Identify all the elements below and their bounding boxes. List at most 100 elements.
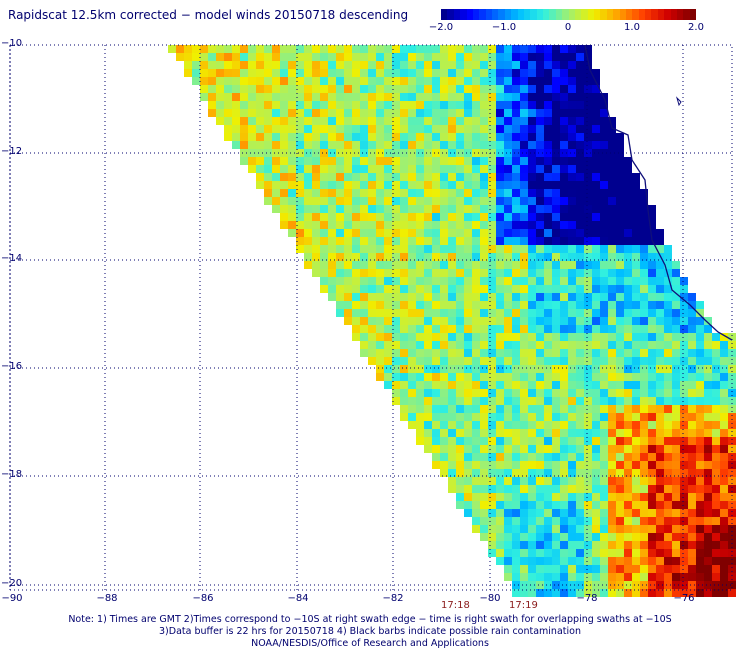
- wind-diff-cell: [496, 317, 504, 325]
- wind-diff-cell: [296, 221, 304, 229]
- wind-diff-cell: [416, 221, 424, 229]
- wind-diff-cell: [552, 173, 560, 181]
- wind-diff-cell: [424, 365, 432, 373]
- wind-diff-cell: [688, 557, 696, 565]
- colorbar-tick-label: −1.0: [491, 22, 517, 33]
- wind-diff-cell: [280, 213, 288, 221]
- wind-diff-cell: [504, 517, 512, 525]
- wind-diff-cell: [720, 469, 728, 477]
- wind-diff-cell: [664, 333, 672, 341]
- wind-diff-cell: [488, 181, 496, 189]
- wind-diff-cell: [432, 197, 440, 205]
- wind-diff-cell: [304, 45, 312, 53]
- wind-diff-cell: [696, 453, 704, 461]
- wind-diff-cell: [320, 277, 328, 285]
- wind-diff-cell: [384, 317, 392, 325]
- wind-diff-cell: [392, 149, 400, 157]
- wind-diff-cell: [528, 181, 536, 189]
- wind-diff-cell: [624, 373, 632, 381]
- wind-diff-cell: [624, 197, 632, 205]
- wind-diff-cell: [576, 205, 584, 213]
- wind-diff-cell: [408, 205, 416, 213]
- wind-diff-cell: [504, 229, 512, 237]
- wind-diff-cell: [592, 445, 600, 453]
- wind-diff-cell: [392, 61, 400, 69]
- wind-diff-cell: [608, 365, 616, 373]
- wind-diff-cell: [544, 93, 552, 101]
- wind-diff-cell: [656, 421, 664, 429]
- wind-diff-cell: [440, 341, 448, 349]
- wind-diff-cell: [512, 173, 520, 181]
- wind-diff-cell: [560, 53, 568, 61]
- wind-diff-cell: [568, 69, 576, 77]
- wind-diff-cell: [448, 229, 456, 237]
- wind-diff-cell: [456, 445, 464, 453]
- wind-diff-cell: [584, 373, 592, 381]
- wind-diff-cell: [392, 349, 400, 357]
- wind-diff-cell: [424, 69, 432, 77]
- wind-diff-cell: [360, 165, 368, 173]
- wind-diff-cell: [480, 213, 488, 221]
- wind-diff-cell: [536, 509, 544, 517]
- wind-diff-cell: [392, 77, 400, 85]
- wind-diff-cell: [640, 349, 648, 357]
- wind-diff-cell: [384, 181, 392, 189]
- wind-diff-cell: [664, 301, 672, 309]
- wind-diff-cell: [536, 85, 544, 93]
- wind-diff-cell: [544, 53, 552, 61]
- wind-diff-cell: [648, 373, 656, 381]
- wind-diff-cell: [640, 397, 648, 405]
- wind-diff-cell: [376, 333, 384, 341]
- wind-diff-cell: [608, 549, 616, 557]
- colorbar-segment: [568, 9, 575, 20]
- wind-diff-cell: [528, 557, 536, 565]
- wind-diff-cell: [424, 133, 432, 141]
- wind-diff-cell: [696, 437, 704, 445]
- wind-diff-cell: [528, 341, 536, 349]
- wind-diff-cell: [536, 77, 544, 85]
- wind-diff-cell: [272, 109, 280, 117]
- wind-diff-cell: [352, 93, 360, 101]
- wind-diff-cell: [256, 45, 264, 53]
- wind-diff-cell: [488, 421, 496, 429]
- wind-diff-cell: [408, 389, 416, 397]
- wind-diff-cell: [376, 125, 384, 133]
- wind-diff-cell: [200, 45, 208, 53]
- wind-diff-cell: [480, 237, 488, 245]
- wind-diff-cell: [536, 261, 544, 269]
- wind-diff-cell: [488, 85, 496, 93]
- wind-diff-cell: [632, 493, 640, 501]
- wind-diff-cell: [720, 461, 728, 469]
- wind-diff-cell: [552, 109, 560, 117]
- wind-diff-cell: [576, 277, 584, 285]
- wind-diff-cell: [544, 525, 552, 533]
- wind-diff-cell: [440, 285, 448, 293]
- wind-diff-cell: [280, 117, 288, 125]
- wind-diff-cell: [656, 293, 664, 301]
- wind-diff-cell: [376, 229, 384, 237]
- wind-diff-cell: [416, 45, 424, 53]
- wind-diff-cell: [544, 405, 552, 413]
- wind-diff-cell: [608, 117, 616, 125]
- wind-diff-cell: [304, 85, 312, 93]
- wind-diff-cell: [536, 277, 544, 285]
- wind-diff-cell: [704, 389, 712, 397]
- wind-diff-cell: [648, 541, 656, 549]
- wind-diff-cell: [400, 69, 408, 77]
- wind-diff-cell: [312, 269, 320, 277]
- wind-diff-cell: [704, 501, 712, 509]
- wind-diff-cell: [512, 197, 520, 205]
- wind-diff-cell: [256, 53, 264, 61]
- wind-diff-cell: [480, 477, 488, 485]
- wind-diff-cell: [384, 117, 392, 125]
- wind-diff-cell: [488, 277, 496, 285]
- wind-diff-cell: [440, 69, 448, 77]
- wind-diff-cell: [568, 53, 576, 61]
- wind-diff-cell: [648, 525, 656, 533]
- wind-diff-cell: [512, 253, 520, 261]
- wind-diff-cell: [456, 405, 464, 413]
- colorbar: [441, 9, 696, 20]
- wind-diff-cell: [504, 221, 512, 229]
- wind-diff-cell: [688, 365, 696, 373]
- wind-diff-cell: [536, 333, 544, 341]
